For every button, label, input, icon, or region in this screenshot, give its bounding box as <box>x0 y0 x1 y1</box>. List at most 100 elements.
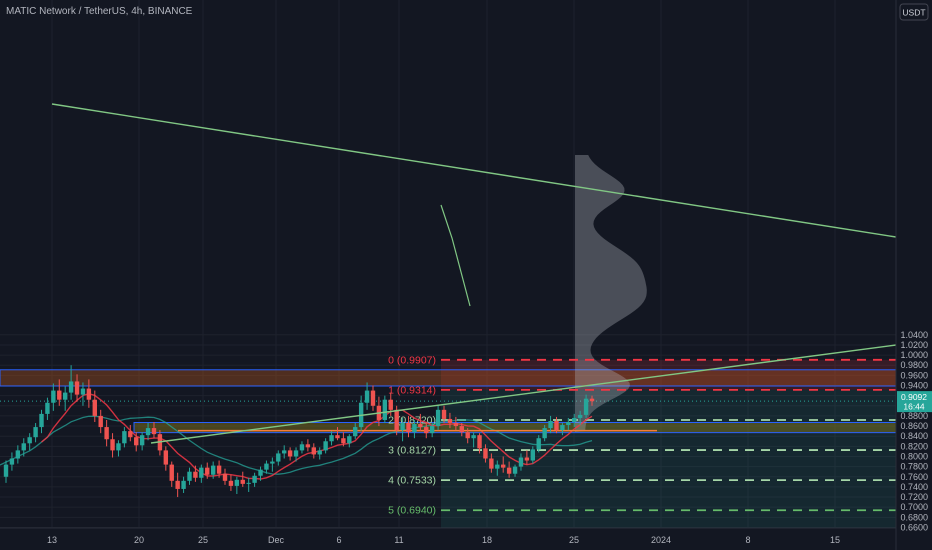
candle-body <box>45 402 50 414</box>
price-tick-label: 0.7000 <box>900 502 928 512</box>
candle-body <box>329 435 334 442</box>
candle-body <box>9 458 15 465</box>
candle-body <box>181 480 186 489</box>
time-tick-label: 25 <box>198 535 208 545</box>
price-tick-label: 0.7800 <box>900 462 928 472</box>
candle-body <box>128 431 133 438</box>
time-axis[interactable] <box>0 528 896 550</box>
candle-body <box>323 441 328 451</box>
price-tick-label: 1.0200 <box>900 340 928 350</box>
supply-zone[interactable] <box>0 369 897 387</box>
fib-level-label: 1 (0.9314) <box>388 384 436 396</box>
candle-body <box>80 388 86 395</box>
candle-body <box>139 435 145 446</box>
candle-body <box>33 427 38 438</box>
candle-body <box>524 457 530 461</box>
candle-body <box>68 381 74 393</box>
candle-body <box>27 437 32 444</box>
candle-body <box>39 413 44 428</box>
candle-body <box>435 409 441 427</box>
candle-body <box>412 424 417 433</box>
candle-body <box>317 450 322 455</box>
candle-body <box>548 420 553 429</box>
candle-body <box>15 450 21 459</box>
last-price-badge <box>897 391 932 413</box>
time-tick-label: 11 <box>394 535 403 545</box>
volume-profile-histogram <box>575 155 647 432</box>
price-tick-label: 1.0000 <box>900 350 928 360</box>
candle-body <box>222 473 228 481</box>
candlesticks <box>3 365 595 498</box>
candle-body <box>175 480 180 489</box>
price-tick-label: 0.8400 <box>900 431 928 441</box>
fib-level-label: 0 (0.9907) <box>388 354 436 366</box>
candle-body <box>205 467 210 475</box>
candle-body <box>518 457 524 467</box>
candle-body <box>471 435 476 439</box>
price-axis[interactable] <box>896 0 932 550</box>
price-axis-labels: 1.04001.02001.00000.98000.96000.94000.92… <box>900 330 928 533</box>
price-tick-label: 1.0400 <box>900 330 928 340</box>
fib-levels[interactable]: 0 (0.9907) 1 (0.9314) 2 (0.8720) 3 (0.8127)… <box>388 354 896 517</box>
price-tick-label: 0.8800 <box>900 411 928 421</box>
candle-body <box>3 464 9 477</box>
candle-body <box>193 471 198 478</box>
vertical-grid <box>51 0 836 528</box>
candle-body <box>293 450 299 457</box>
candle-body <box>441 409 447 419</box>
candle-body <box>429 426 435 434</box>
candle-body <box>353 427 358 437</box>
candle-body <box>388 399 393 410</box>
candle-body <box>187 471 192 481</box>
candle-body <box>577 414 583 418</box>
symbol-title: MATIC Network / TetherUS, 4h, BINANCE <box>6 6 193 17</box>
candle-body <box>501 464 506 468</box>
candle-body <box>459 426 464 433</box>
time-tick-label: 2024 <box>651 535 671 545</box>
candle-body <box>394 409 399 431</box>
candle-body <box>86 388 92 400</box>
candle-body <box>210 465 216 475</box>
price-tick-label: 0.9400 <box>900 381 928 391</box>
candle-body <box>589 398 595 402</box>
candle-body <box>583 398 589 415</box>
candle-body <box>305 444 311 448</box>
candle-body <box>51 390 56 403</box>
candle-body <box>560 425 565 431</box>
price-tick-label: 0.9800 <box>900 360 928 370</box>
candle-body <box>246 482 251 484</box>
candle-body <box>453 423 459 427</box>
time-tick-label: 13 <box>47 535 57 545</box>
candle-body <box>418 424 423 428</box>
candle-body <box>199 467 204 478</box>
candle-body <box>299 444 305 451</box>
candle-body <box>506 467 512 474</box>
time-tick-label: 20 <box>134 535 144 545</box>
candle-body <box>228 480 234 486</box>
moving-average-fast <box>41 392 593 480</box>
time-tick-label: 6 <box>336 535 341 545</box>
candle-body <box>151 428 157 435</box>
candle-body <box>382 399 388 420</box>
price-tick-label: 0.7400 <box>900 482 928 492</box>
candle-body <box>270 461 275 464</box>
candle-body <box>566 422 571 426</box>
candle-body <box>341 438 346 444</box>
time-tick-label: Dec <box>268 535 285 545</box>
candle-body <box>572 417 577 423</box>
candle-body <box>110 439 115 451</box>
candle-body <box>483 448 488 459</box>
candle-body <box>252 475 257 483</box>
fib-level-label: 5 (0.6940) <box>388 505 436 517</box>
descending-trendline[interactable] <box>51 103 897 238</box>
candle-body <box>311 447 316 455</box>
price-tick-label: 0.7200 <box>900 492 928 502</box>
candle-body <box>370 390 376 406</box>
candle-body <box>62 392 68 400</box>
candle-body <box>530 449 536 461</box>
candle-body <box>536 438 541 450</box>
candle-body <box>489 458 494 469</box>
ascending-trendline[interactable] <box>150 344 897 444</box>
currency-button[interactable] <box>899 3 929 21</box>
